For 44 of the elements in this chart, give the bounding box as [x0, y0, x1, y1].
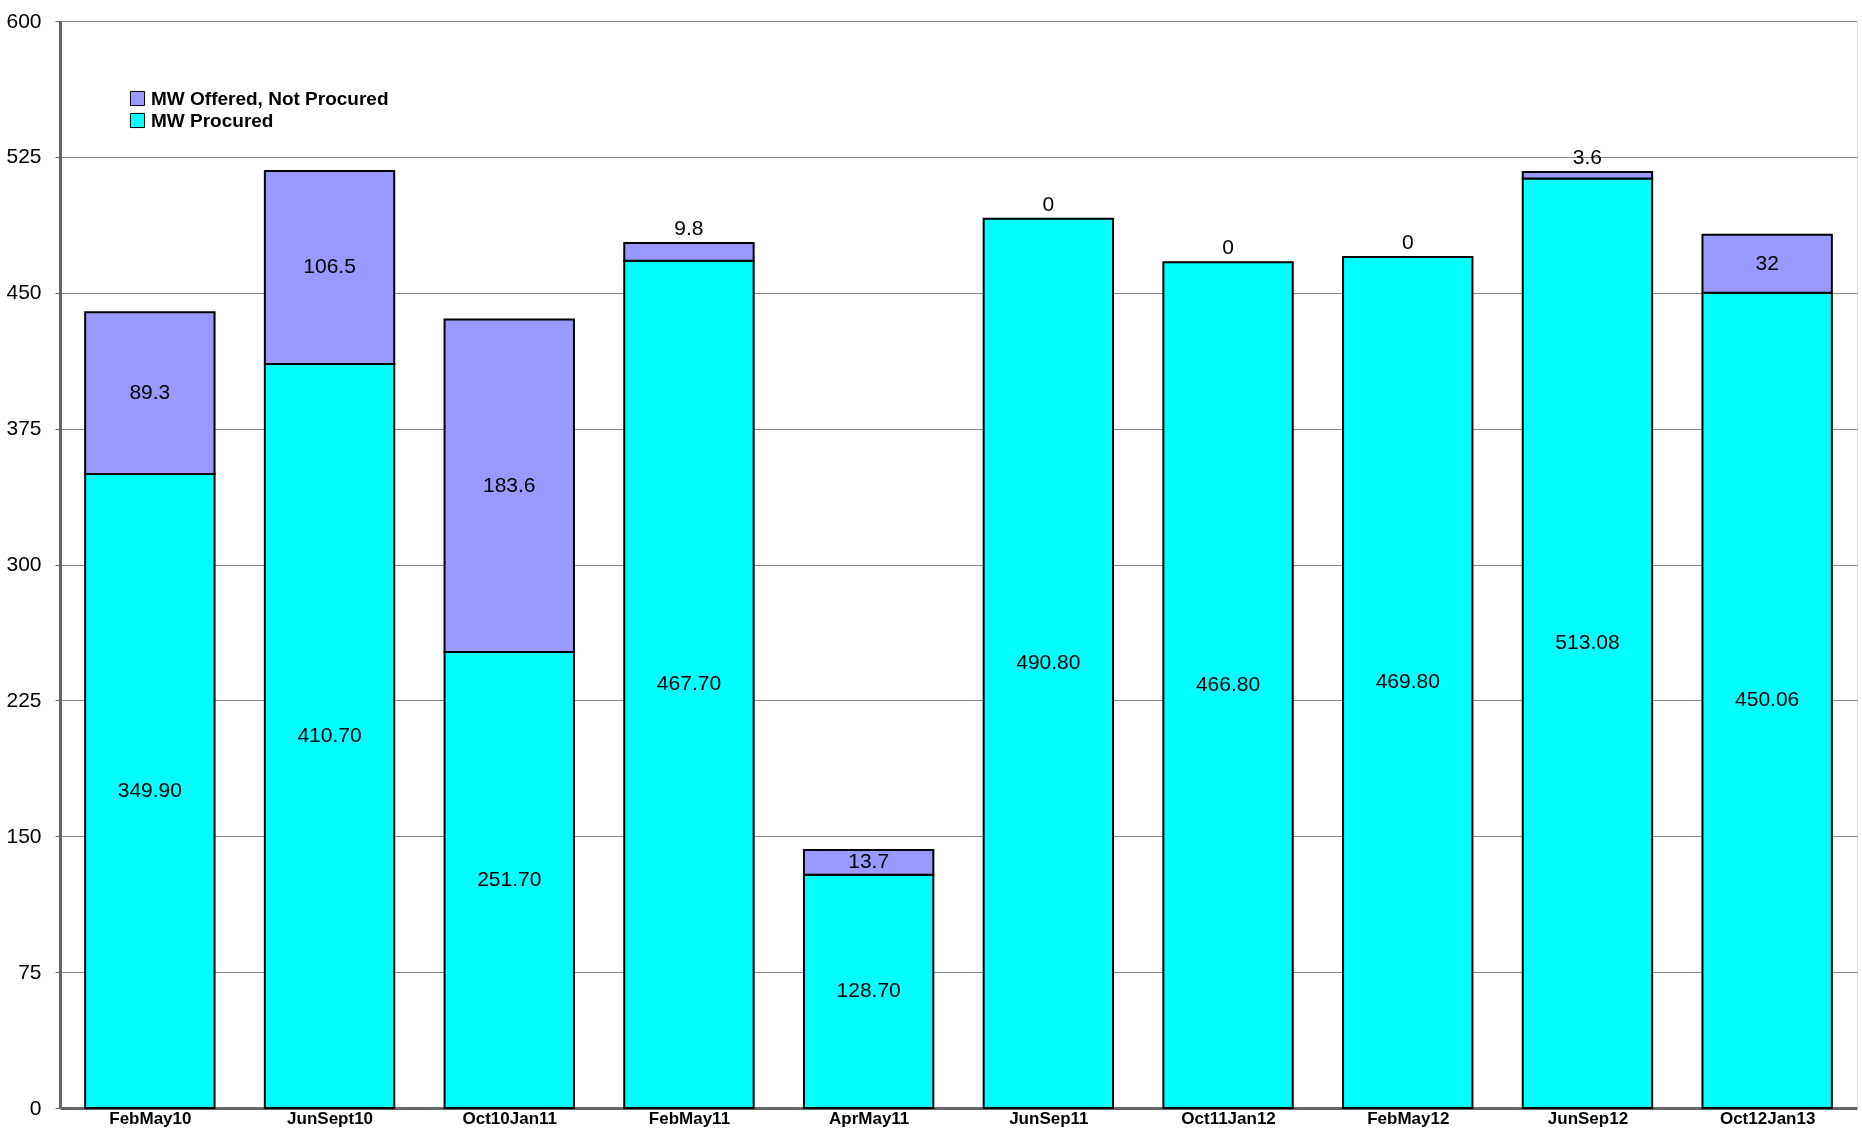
data-label: 251.70 — [477, 867, 542, 890]
data-label: 467.70 — [656, 671, 722, 695]
data-label: 106.5 — [303, 254, 356, 278]
data-label: 3.6 — [1572, 144, 1603, 168]
y-tick-label: 525 — [6, 144, 42, 168]
x-tick-label: FebMay10 — [109, 1108, 192, 1128]
data-label: 32 — [1755, 250, 1779, 274]
data-label: 410.70 — [297, 722, 362, 746]
y-tick-label: 225 — [6, 687, 42, 711]
data-label: 89.3 — [129, 380, 171, 404]
y-tick-label: 0 — [29, 1095, 42, 1119]
x-tick-label: FebMay12 — [1367, 1108, 1450, 1128]
data-label: 13.7 — [848, 849, 890, 873]
data-label: 0 — [1401, 229, 1414, 253]
legend-label: MW Offered, Not Procured — [151, 87, 389, 109]
data-label: 469.80 — [1375, 669, 1440, 693]
y-tick-label: 600 — [6, 8, 42, 32]
x-tick-label: JunSep11 — [1009, 1108, 1089, 1128]
x-tick-label: Oct11Jan12 — [1181, 1108, 1276, 1128]
data-label: 490.80 — [1016, 650, 1081, 674]
x-tick-label: JunSep12 — [1547, 1108, 1629, 1128]
x-tick-label: Oct12Jan13 — [1719, 1108, 1816, 1128]
x-tick-label: Oct10Jan11 — [462, 1108, 558, 1128]
data-label: 0 — [1042, 191, 1055, 215]
data-label: 450.06 — [1735, 687, 1800, 711]
data-label: 9.8 — [674, 215, 704, 239]
bar — [982, 217, 1115, 1109]
bar — [1162, 261, 1294, 1109]
y-tick-label: 75 — [18, 959, 42, 983]
data-label: 128.70 — [836, 978, 901, 1002]
data-label: 0 — [1222, 235, 1234, 259]
y-tick-label: 150 — [6, 823, 42, 847]
legend-label: MW Procured — [151, 109, 274, 131]
y-tick-label: 300 — [6, 552, 42, 575]
y-tick-label: 450 — [6, 280, 42, 304]
y-tick-label: 375 — [6, 416, 42, 440]
data-label: 183.6 — [482, 472, 536, 496]
x-tick-label: FebMay11 — [648, 1108, 731, 1128]
x-tick-label: AprMay11 — [828, 1108, 910, 1128]
bar — [1342, 255, 1474, 1109]
data-label: 513.08 — [1555, 630, 1620, 654]
x-tick-label: JunSept10 — [287, 1108, 374, 1128]
data-label: 349.90 — [117, 778, 182, 802]
data-label: 466.80 — [1195, 672, 1261, 696]
